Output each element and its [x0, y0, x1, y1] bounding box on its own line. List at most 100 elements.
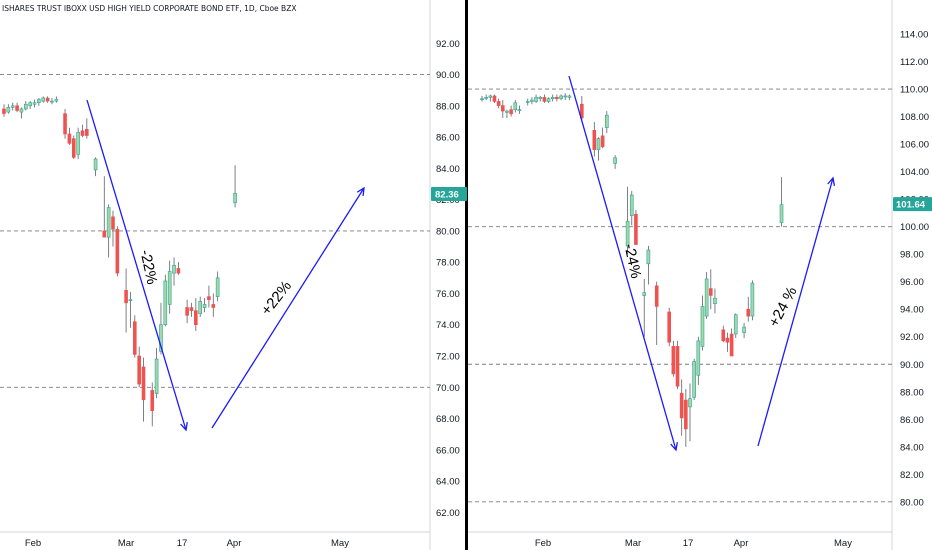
candle — [50, 98, 54, 105]
candle — [750, 280, 755, 321]
candle — [67, 127, 72, 145]
candle-body — [207, 296, 211, 301]
candle-body — [708, 288, 713, 296]
candle-body — [10, 105, 15, 108]
candle — [128, 291, 133, 328]
candle-body — [80, 130, 85, 136]
candle — [696, 336, 701, 385]
candle-body — [133, 321, 137, 355]
candle — [679, 379, 684, 436]
y-tick-label: 112.00 — [900, 57, 928, 68]
candle — [189, 302, 194, 317]
candle — [488, 94, 493, 102]
y-tick-label: 114.00 — [900, 30, 928, 41]
candle-body — [713, 297, 717, 305]
y-tick-label: 72.00 — [436, 352, 460, 363]
candle-body — [517, 109, 522, 111]
x-tick-label: Mar — [625, 538, 641, 549]
y-tick-label: 106.00 — [900, 140, 929, 151]
candle — [592, 122, 597, 157]
x-tick-label: May — [331, 538, 349, 549]
candle — [546, 97, 551, 103]
candle-body — [23, 103, 28, 110]
candle-body — [725, 337, 730, 343]
candle-body — [141, 366, 146, 401]
candle-body — [6, 107, 11, 113]
y-tick-label: 88.00 — [900, 387, 924, 398]
candle-body — [704, 278, 709, 317]
candle-body — [19, 108, 24, 113]
candle — [111, 210, 115, 247]
candle — [10, 102, 15, 111]
candle — [684, 389, 688, 447]
x-tick-label: Mar — [118, 538, 134, 549]
candle-body — [559, 95, 563, 99]
x-tick-label: Apr — [227, 538, 242, 549]
candle — [580, 95, 584, 121]
candle-body — [729, 333, 734, 357]
panel-divider — [465, 0, 468, 550]
candle — [688, 383, 692, 442]
candle — [721, 325, 726, 343]
candle-body — [189, 307, 194, 311]
candle — [505, 109, 509, 118]
candle-body — [530, 99, 534, 102]
candle — [28, 101, 32, 109]
candle-body — [154, 358, 159, 394]
candle-body — [32, 102, 37, 105]
candle-body — [76, 132, 80, 155]
candle — [233, 165, 237, 208]
candle — [76, 127, 80, 159]
y-tick-label: 92.00 — [900, 332, 924, 343]
candle-body — [613, 157, 617, 164]
trend-arrow-head — [180, 421, 188, 432]
candle-body — [115, 229, 120, 274]
candle-body — [194, 310, 198, 326]
candle-body — [71, 138, 76, 158]
candle-body — [696, 340, 701, 376]
candle — [563, 93, 568, 101]
candle — [538, 95, 543, 102]
y-tick-label: 100.00 — [900, 222, 929, 233]
candle — [80, 124, 85, 138]
trend-arrow-head — [827, 176, 836, 186]
candle-body — [684, 399, 688, 430]
candle-body — [2, 108, 6, 114]
candle-body — [37, 99, 41, 103]
candle-body — [555, 97, 559, 99]
candle — [85, 118, 89, 139]
candle — [198, 296, 202, 317]
candle — [634, 210, 638, 245]
candle — [54, 96, 59, 103]
candle — [725, 332, 730, 352]
percent-annotation: -24% — [620, 242, 644, 280]
y-tick-label: 68.00 — [436, 414, 460, 425]
candle-body — [488, 95, 493, 98]
candle-body — [688, 398, 692, 408]
x-tick-label: 17 — [683, 538, 694, 549]
candle-body — [137, 355, 141, 385]
y-tick-label: 110.00 — [900, 85, 928, 96]
candle — [71, 135, 76, 159]
candle-body — [202, 304, 207, 308]
candle-body — [85, 128, 89, 136]
candle-body — [159, 324, 163, 352]
candle-body — [675, 346, 680, 387]
candle — [492, 94, 497, 103]
candle-body — [128, 299, 133, 302]
candle — [480, 95, 484, 102]
candle-body — [625, 220, 630, 247]
candle-body — [546, 98, 551, 102]
candle-body — [111, 216, 115, 230]
candle-body — [185, 307, 189, 316]
y-tick-label: 104.00 — [900, 167, 929, 178]
x-tick-label: May — [834, 538, 852, 549]
candle — [555, 94, 559, 102]
last-price-tag — [893, 197, 932, 212]
chart-title: ISHARES TRUST IBOXX USD HIGH YIELD CORPO… — [2, 4, 297, 13]
candle-body — [28, 102, 32, 107]
y-tick-label: 108.00 — [900, 112, 929, 123]
candle-body — [505, 110, 509, 113]
candle — [484, 94, 488, 101]
